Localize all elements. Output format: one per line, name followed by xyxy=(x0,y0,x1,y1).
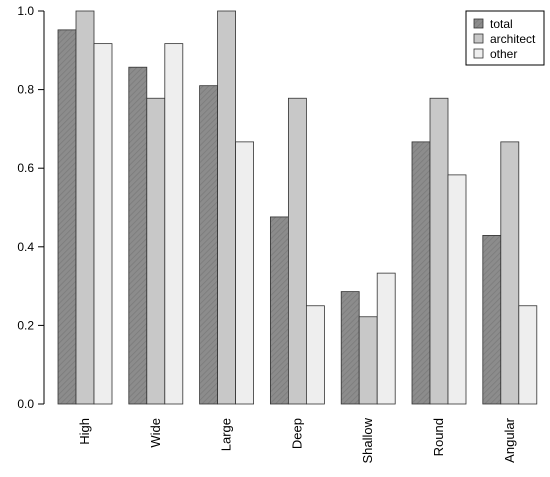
y-tick-label: 0.0 xyxy=(17,397,34,411)
y-tick-label: 1.0 xyxy=(17,4,34,18)
bar-architect-large xyxy=(217,10,237,405)
category-label-high: High xyxy=(77,418,92,445)
bar-total-large xyxy=(199,85,219,405)
bar-total-shallow xyxy=(340,291,360,405)
legend-label-total: total xyxy=(490,17,513,31)
bar-total-deep xyxy=(269,216,289,405)
legend-label-other: other xyxy=(490,47,517,61)
category-label-deep: Deep xyxy=(289,418,304,449)
bar-other-high xyxy=(93,43,113,405)
bar-other-wide xyxy=(164,43,184,405)
bar-architect-wide xyxy=(146,97,166,405)
bars xyxy=(57,10,538,405)
bar-architect-deep xyxy=(287,97,307,405)
bar-total-angular xyxy=(482,235,502,405)
bar-total-round xyxy=(411,141,431,405)
bar-architect-high xyxy=(75,10,95,405)
category-label-angular: Angular xyxy=(502,417,517,462)
category-label-large: Large xyxy=(219,418,234,451)
bar-total-wide xyxy=(128,66,148,405)
category-label-shallow: Shallow xyxy=(360,417,375,463)
legend-label-architect: architect xyxy=(490,32,536,46)
x-axis-labels: High Wide Large Deep Shallow Round Angular xyxy=(77,417,517,463)
bar-other-shallow xyxy=(376,272,396,405)
bar-architect-angular xyxy=(500,141,520,405)
y-tick-label: 0.8 xyxy=(17,83,34,97)
y-tick-label: 0.2 xyxy=(17,318,34,332)
bar-other-round xyxy=(447,174,467,405)
bar-architect-round xyxy=(429,97,449,405)
legend-swatch-total xyxy=(473,18,484,29)
bar-other-deep xyxy=(305,305,325,405)
legend-swatch-other xyxy=(473,48,484,59)
y-tick-label: 0.6 xyxy=(17,161,34,175)
bar-total-high xyxy=(57,29,77,405)
y-axis: 0.0 0.2 0.4 0.6 0.8 1.0 xyxy=(17,4,45,411)
y-tick-label: 0.4 xyxy=(17,240,34,254)
bar-architect-shallow xyxy=(358,316,378,405)
category-label-wide: Wide xyxy=(148,418,163,448)
bar-other-large xyxy=(235,141,255,405)
bar-other-angular xyxy=(518,305,538,405)
category-label-round: Round xyxy=(431,418,446,456)
legend-swatch-architect xyxy=(473,33,484,44)
